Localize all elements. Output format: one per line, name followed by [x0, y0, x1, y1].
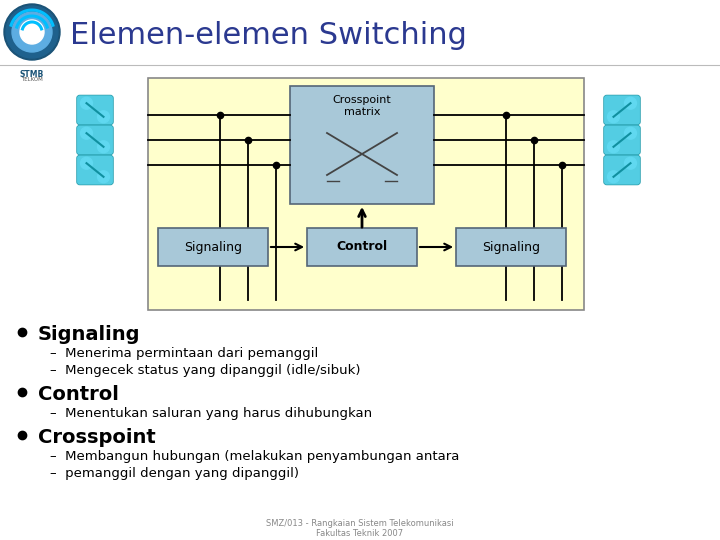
Text: SMZ/013 - Rangkaian Sistem Telekomunikasi: SMZ/013 - Rangkaian Sistem Telekomunikas…	[266, 519, 454, 529]
FancyBboxPatch shape	[456, 228, 566, 266]
Text: –  Mengecek status yang dipanggil (idle/sibuk): – Mengecek status yang dipanggil (idle/s…	[50, 364, 361, 377]
Circle shape	[97, 111, 109, 123]
Text: –  pemanggil dengan yang dipanggil): – pemanggil dengan yang dipanggil)	[50, 467, 299, 480]
Circle shape	[4, 4, 60, 60]
Text: –  Menentukan saluran yang harus dihubungkan: – Menentukan saluran yang harus dihubung…	[50, 407, 372, 420]
Text: TELKOM: TELKOM	[21, 77, 43, 82]
FancyBboxPatch shape	[77, 95, 113, 125]
Circle shape	[624, 157, 636, 169]
Text: Crosspoint: Crosspoint	[38, 428, 156, 447]
Circle shape	[608, 141, 619, 153]
FancyBboxPatch shape	[77, 155, 113, 185]
Circle shape	[20, 20, 44, 44]
Text: STMB: STMB	[20, 70, 44, 79]
Text: Signaling: Signaling	[38, 325, 140, 344]
Text: Crosspoint: Crosspoint	[333, 95, 392, 105]
Circle shape	[81, 97, 92, 109]
Circle shape	[12, 12, 52, 52]
Circle shape	[97, 171, 109, 183]
Text: –  Membangun hubungan (melakukan penyambungan antara: – Membangun hubungan (melakukan penyambu…	[50, 450, 459, 463]
Text: Fakultas Teknik 2007: Fakultas Teknik 2007	[316, 529, 404, 537]
FancyBboxPatch shape	[77, 125, 113, 155]
FancyBboxPatch shape	[307, 228, 417, 266]
Text: Control: Control	[38, 385, 119, 404]
Circle shape	[6, 6, 58, 58]
Circle shape	[97, 141, 109, 153]
Text: Signaling: Signaling	[482, 240, 540, 253]
Text: Elemen-elemen Switching: Elemen-elemen Switching	[70, 21, 467, 50]
Text: Signaling: Signaling	[184, 240, 242, 253]
Circle shape	[624, 127, 636, 139]
Circle shape	[81, 127, 92, 139]
Text: –  Menerima permintaan dari pemanggil: – Menerima permintaan dari pemanggil	[50, 347, 318, 360]
Circle shape	[608, 111, 619, 123]
FancyBboxPatch shape	[603, 95, 640, 125]
Text: Control: Control	[336, 240, 387, 253]
Circle shape	[608, 171, 619, 183]
Circle shape	[624, 97, 636, 109]
FancyBboxPatch shape	[603, 155, 640, 185]
FancyBboxPatch shape	[290, 86, 434, 204]
FancyBboxPatch shape	[148, 78, 584, 310]
FancyBboxPatch shape	[158, 228, 268, 266]
Circle shape	[81, 157, 92, 169]
Text: matrix: matrix	[343, 107, 380, 117]
FancyBboxPatch shape	[603, 125, 640, 155]
